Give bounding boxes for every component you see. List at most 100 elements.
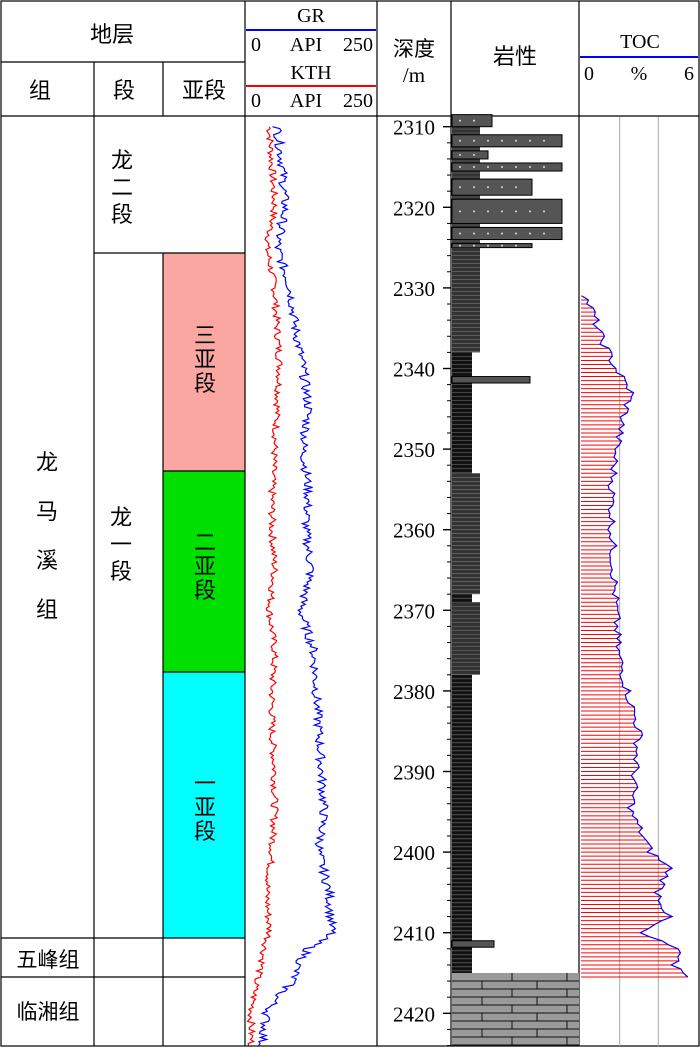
- lith-silt-dot: [529, 139, 531, 142]
- lith-silt-dot: [515, 139, 517, 142]
- depth-tick-label: 2320: [393, 196, 435, 220]
- lith-black-shale: [452, 352, 472, 474]
- lith-silt-dot: [501, 210, 503, 213]
- lith-silty-shale: [452, 473, 480, 595]
- submember-2-block: [163, 471, 245, 672]
- lith-silt-dot: [515, 244, 517, 247]
- lith-thin-bed: [451, 940, 495, 948]
- lith-silt-dot: [459, 166, 461, 168]
- toc-curve-group: [581, 295, 689, 978]
- header-submember: 亚段: [182, 79, 226, 104]
- header-depth-line2: /m: [403, 63, 425, 87]
- lith-thin-bed: [451, 376, 531, 384]
- log-curves: [246, 126, 338, 1046]
- lith-silt-dot: [501, 232, 503, 235]
- lith-silty-bed: [451, 114, 493, 128]
- kth-curve: [246, 126, 283, 1046]
- lith-silty-bed: [451, 150, 489, 160]
- header-toc-unit: %: [631, 63, 648, 85]
- submember-1-block: [163, 672, 245, 938]
- gr-curve: [258, 126, 338, 1046]
- lith-silt-dot: [529, 232, 531, 235]
- lith-silt-dot: [473, 166, 475, 168]
- lith-silt-dot: [487, 139, 489, 142]
- header-kth-max: 250: [343, 90, 373, 112]
- lith-limestone: [452, 973, 579, 1046]
- header-kth-min: 0: [251, 90, 261, 112]
- lith-silt-dot: [501, 186, 503, 189]
- lith-silt-dot: [459, 244, 461, 247]
- lith-silt-dot: [459, 186, 461, 189]
- lith-silt-dot: [473, 139, 475, 142]
- member-long2-label: 龙二段: [111, 149, 133, 228]
- header-formation: 组: [29, 79, 51, 104]
- header-gr-unit: API: [290, 34, 322, 56]
- header-gr-name: GR: [297, 5, 325, 27]
- lith-silty-bed: [451, 226, 563, 241]
- lith-silt-dot: [473, 186, 475, 189]
- depth-tick-label: 2400: [393, 841, 435, 865]
- lith-silt-dot: [529, 210, 531, 213]
- lith-silty-bed: [451, 134, 563, 148]
- submember-1-label: 一亚段: [194, 772, 216, 845]
- lith-silt-dot: [543, 166, 545, 168]
- submember-3-label: 三亚段: [194, 324, 216, 397]
- depth-axis: 2310 2320 2330 2340 2350 2360 2370 2380 2390 2400…: [393, 116, 451, 1047]
- depth-tick-label: 2380: [393, 680, 435, 704]
- header-kth-name: KTH: [290, 62, 331, 84]
- submember-2-label: 二亚段: [194, 531, 216, 604]
- lith-silt-dot: [459, 210, 461, 213]
- header-depth-line1: 深度: [393, 37, 435, 61]
- lith-silt-dot: [543, 139, 545, 142]
- depth-tick-label: 2390: [393, 761, 435, 785]
- lith-silt-dot: [501, 244, 503, 247]
- lith-silt-dot: [543, 210, 545, 213]
- depth-tick-label: 2350: [393, 438, 435, 462]
- lith-silt-dot: [473, 153, 475, 156]
- toc-curve: [581, 295, 689, 978]
- lith-silt-dot: [487, 244, 489, 247]
- header-member: 段: [113, 79, 135, 104]
- lith-silt-dot: [543, 232, 545, 235]
- formation-linxiang-label: 临湘组: [17, 1000, 80, 1024]
- header-kth-unit: API: [290, 90, 322, 112]
- lith-silt-dot: [529, 166, 531, 168]
- lith-silt-dot: [473, 244, 475, 247]
- lith-silt-dot: [459, 119, 461, 122]
- header-lithology: 岩性: [493, 45, 537, 70]
- depth-tick-label: 2340: [393, 358, 435, 382]
- depth-tick-label: 2310: [393, 116, 435, 140]
- header-toc-min: 0: [584, 63, 594, 85]
- lith-silt-dot: [515, 232, 517, 235]
- lith-silty-bed: [451, 243, 533, 249]
- lith-silt-dot: [487, 166, 489, 168]
- depth-tick-label: 2330: [393, 277, 435, 301]
- header-gr-max: 250: [343, 34, 373, 56]
- toc-bars: [581, 295, 688, 978]
- lith-silt-dot: [459, 139, 461, 142]
- header-strata: 地层: [90, 23, 134, 48]
- depth-tick-label: 2420: [393, 1002, 435, 1026]
- toc-grid: [619, 117, 659, 1046]
- depth-tick-label: 2410: [393, 922, 435, 946]
- depth-tick-label: 2360: [393, 519, 435, 543]
- lith-silt-dot: [473, 210, 475, 213]
- lith-silt-dot: [515, 210, 517, 213]
- lith-silt-dot: [501, 166, 503, 168]
- lith-silt-dot: [515, 186, 517, 189]
- header-toc-name: TOC: [620, 31, 660, 53]
- formation-longmaxi-label: 龙马溪组: [36, 451, 58, 623]
- lith-silty-bed: [451, 198, 563, 224]
- lith-silt-dot: [487, 232, 489, 235]
- submember-3-block: [163, 253, 245, 471]
- formation-wufeng-label: 五峰组: [17, 948, 80, 972]
- lithology-column: [451, 114, 579, 1046]
- lith-silt-dot: [501, 139, 503, 142]
- lith-silt-dot: [515, 166, 517, 168]
- lith-silt-dot: [459, 232, 461, 235]
- lith-silt-dot: [487, 186, 489, 189]
- lith-silt-dot: [459, 153, 461, 156]
- lith-black-shale: [452, 674, 472, 973]
